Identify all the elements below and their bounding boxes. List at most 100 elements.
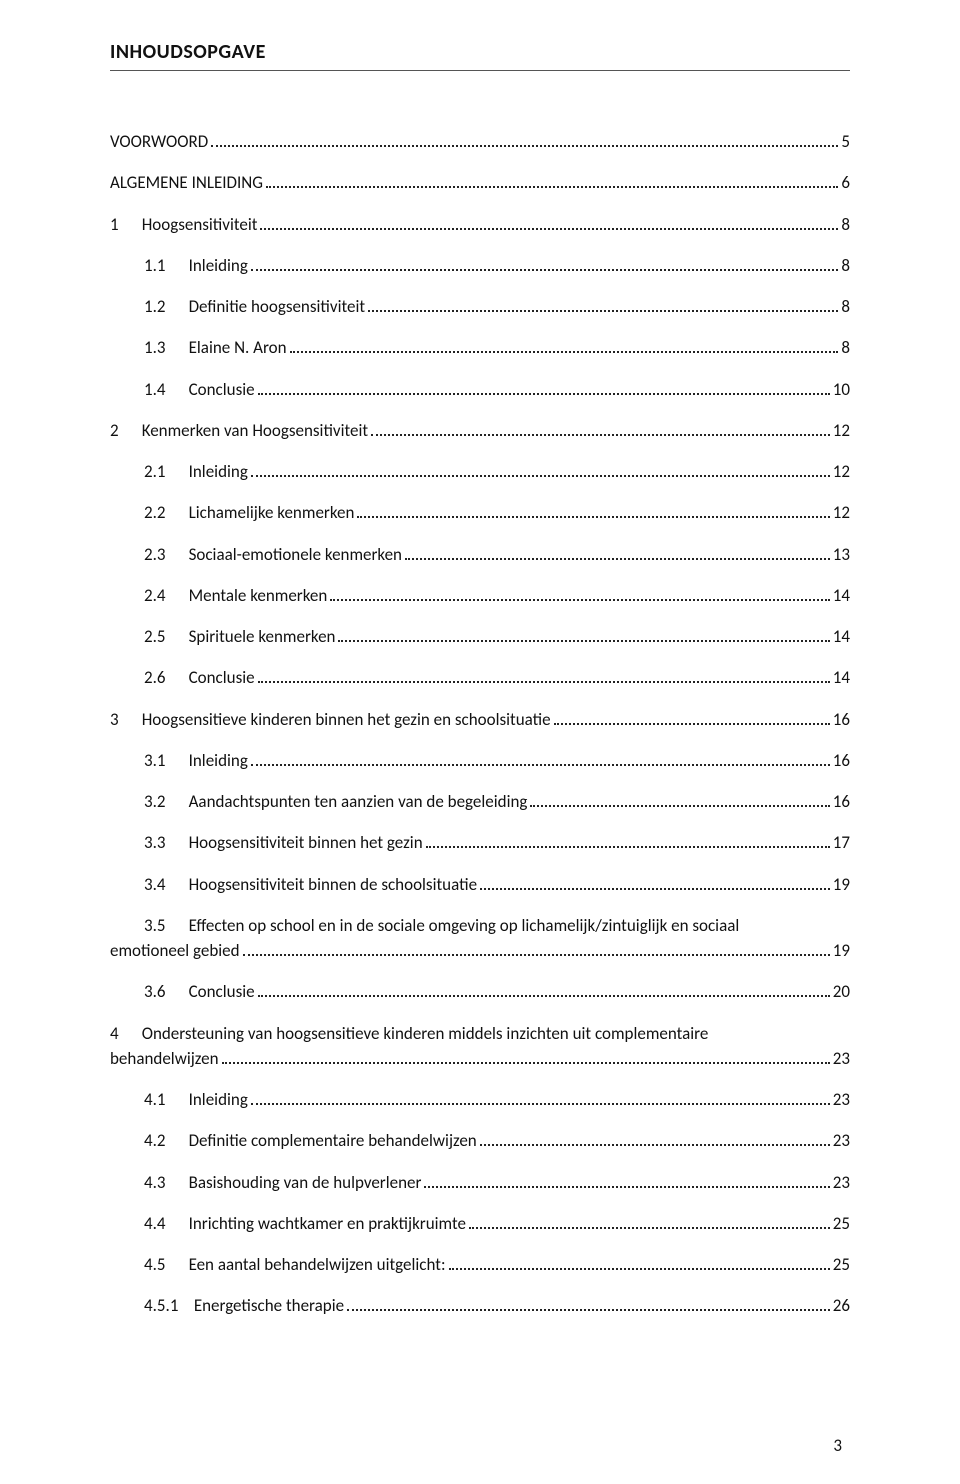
toc-entry-label: Inleiding [189,461,248,482]
toc-entry: 4 Ondersteuning van hoogsensitieve kinde… [110,1023,850,1070]
toc-entry-page: 12 [833,461,850,482]
toc-entry-page: 5 [841,131,850,152]
toc-entry-number: 4.5.1 [144,1295,194,1316]
toc-entry-label-cont: emotioneel gebied [110,940,240,961]
toc-entry-page: 25 [833,1213,850,1234]
toc-entry-number: 3.1 [144,750,189,771]
toc-entry: 3.3 Hoogsensitiviteit binnen het gezin17 [110,832,850,853]
toc-entry: 3.2 Aandachtspunten ten aanzien van de b… [110,791,850,812]
toc-entry: 4.2 Definitie complementaire behandelwij… [110,1130,850,1151]
toc-entry-number: 2.4 [144,585,189,606]
toc-leader [251,750,830,766]
toc-entry: 1.3 Elaine N. Aron8 [110,337,850,358]
toc-entry-label: Inrichting wachtkamer en praktijkruimte [189,1213,466,1234]
toc-entry-page: 23 [833,1089,850,1110]
toc-entry: 2.5 Spirituele kenmerken14 [110,626,850,647]
toc-entry-label: Een aantal behandelwijzen uitgelicht: [189,1254,446,1275]
toc-entry-number: 1.3 [144,337,189,358]
toc-entry-number: 4.3 [144,1172,189,1193]
toc-entry-page: 8 [841,214,850,235]
toc-entry-page: 14 [833,585,850,606]
toc-leader [251,461,830,477]
toc-entry-page: 23 [833,1048,850,1069]
toc-entry-page: 8 [841,337,850,358]
toc-entry-label: Conclusie [189,981,255,1002]
title-rule [110,70,850,71]
toc-entry-page: 6 [841,172,850,193]
toc-entry-label: Hoogsensitiviteit [142,214,258,235]
toc-entry-page: 23 [833,1130,850,1151]
toc-entry-label: Hoogsensitiviteit binnen de schoolsituat… [189,874,477,895]
toc-entry-number: 4.5 [144,1254,189,1275]
toc-entry: 3 Hoogsensitieve kinderen binnen het gez… [110,709,850,730]
toc-leader [251,1089,830,1105]
toc-entry-label: VOORWOORD [110,131,208,152]
toc-leader [330,585,829,601]
toc-entry-page: 25 [833,1254,850,1275]
page-number: 3 [833,1435,842,1456]
toc-entry-number: 4.2 [144,1130,189,1151]
toc-leader [266,173,838,189]
toc-entry-number: 4.1 [144,1089,189,1110]
toc-entry-number: 1.1 [144,255,189,276]
toc-entry: ALGEMENE INLEIDING6 [110,172,850,193]
toc-leader [258,379,830,395]
toc-leader [222,1048,830,1064]
toc-entry-page: 19 [833,940,850,961]
toc-entry: 2.4 Mentale kenmerken 14 [110,585,850,606]
toc-entry-page: 8 [841,255,850,276]
toc-leader [258,668,830,684]
toc-entry: 3.4 Hoogsensitiviteit binnen de schoolsi… [110,874,850,895]
toc-leader [260,214,838,230]
toc-leader [251,255,839,271]
toc-entry: 3.6 Conclusie20 [110,981,850,1002]
toc-entry-label: Hoogsensitiviteit binnen het gezin [189,832,423,853]
toc-entry-number: 2.3 [144,544,189,565]
toc-entry-number: 4.4 [144,1213,189,1234]
toc-entry: 4.1 Inleiding 23 [110,1089,850,1110]
toc-entry-number: 2.5 [144,626,189,647]
toc-entry: 1.2 Definitie hoogsensitiviteit8 [110,296,850,317]
toc-entry-label: Basishouding van de hulpverlener [189,1172,422,1193]
toc-entry-page: 16 [833,791,850,812]
toc-entry: 3.1 Inleiding16 [110,750,850,771]
toc-entry-page: 12 [833,502,850,523]
toc-entry-label: Conclusie [189,379,255,400]
toc-leader [554,709,830,725]
toc-entry: 2.3 Sociaal-emotionele kenmerken13 [110,544,850,565]
toc-entry: 2.1 Inleiding 12 [110,461,850,482]
toc-leader [480,874,830,890]
toc-entry-number: 3.6 [144,981,189,1002]
toc-entry-number: 2.1 [144,461,189,482]
toc-entry-label: Hoogsensitieve kinderen binnen het gezin… [142,709,551,730]
page: INHOUDSOPGAVE VOORWOORD5ALGEMENE INLEIDI… [0,0,960,1484]
toc-entry: 2.6 Conclusie14 [110,667,850,688]
toc-entry: 3.5 Effecten op school en in de sociale … [110,915,850,962]
toc-entry-number: 1.2 [144,296,189,317]
toc-entry-number: 2 [110,420,142,441]
toc-entry-label: Lichamelijke kenmerken [189,502,355,523]
toc-leader [347,1296,830,1312]
toc-leader [371,420,830,436]
toc-entry-label: Sociaal-emotionele kenmerken [189,544,402,565]
toc-entry: 4.5.1 Energetische therapie26 [110,1295,850,1316]
toc-entry-page: 16 [833,709,850,730]
toc-entry-page: 14 [833,626,850,647]
toc-entry-number: 3.2 [144,791,189,812]
toc-entry-label: Aandachtspunten ten aanzien van de begel… [189,791,528,812]
toc-entry-page: 23 [833,1172,850,1193]
toc-entry-number: 4 [110,1023,142,1044]
toc-entry-number: 2.6 [144,667,189,688]
toc-entry-label: Mentale kenmerken [189,585,328,606]
toc-leader [405,544,830,560]
toc-entry-label: Inleiding [189,1089,248,1110]
toc-entry: 2 Kenmerken van Hoogsensitiviteit12 [110,420,850,441]
toc-entry-label: Inleiding [189,255,248,276]
toc-entry-page: 14 [833,667,850,688]
toc-leader [530,791,829,807]
toc-entry: 4.3 Basishouding van de hulpverlener 23 [110,1172,850,1193]
toc-leader [480,1131,830,1147]
toc-entry-number: 1.4 [144,379,189,400]
toc-leader [424,1172,829,1188]
toc-leader [243,940,830,956]
